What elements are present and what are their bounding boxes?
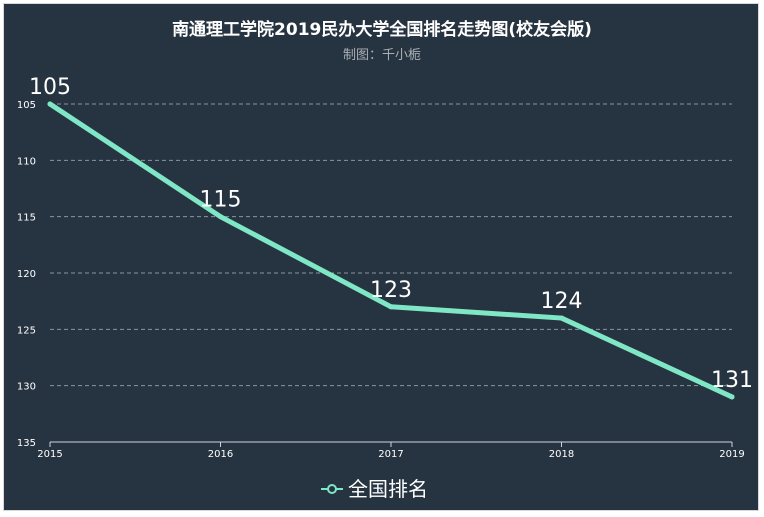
series-layer xyxy=(47,101,735,400)
data-point[interactable] xyxy=(218,214,223,220)
y-tick-label: 125 xyxy=(17,325,36,336)
grid-layer xyxy=(50,103,732,387)
chart-title: 南通理工学院2019民办大学全国排名走势图(校友会版) xyxy=(172,19,592,40)
data-point[interactable] xyxy=(559,315,564,321)
data-label: 105 xyxy=(29,75,71,100)
x-tick-label: 2015 xyxy=(37,449,62,460)
chart-subtitle: 制图：千小栀 xyxy=(343,48,421,63)
legend-label: 全国排名 xyxy=(348,477,428,501)
data-label: 115 xyxy=(200,188,242,213)
y-tick-label: 115 xyxy=(17,213,36,224)
data-label: 131 xyxy=(711,368,753,393)
legend-marker-icon xyxy=(327,484,337,494)
chart-frame xyxy=(3,3,759,511)
y-tick-label: 120 xyxy=(17,269,36,280)
series-line xyxy=(47,101,735,400)
label-layer: 105 115 123 124 131 xyxy=(29,75,753,393)
x-tick-label: 2016 xyxy=(208,449,233,460)
x-tick-label: 2018 xyxy=(549,449,574,460)
y-tick-label: 135 xyxy=(17,438,36,449)
y-tick-label: 105 xyxy=(17,100,36,111)
data-label: 124 xyxy=(541,289,583,314)
legend[interactable]: 全国排名 xyxy=(321,477,428,501)
data-point[interactable] xyxy=(47,101,53,107)
y-tick-label: 130 xyxy=(17,382,36,393)
x-tick-label: 2019 xyxy=(719,449,744,460)
data-label: 123 xyxy=(370,278,412,303)
data-point[interactable] xyxy=(388,304,394,310)
data-point[interactable] xyxy=(729,394,735,400)
y-tick-label: 110 xyxy=(17,156,36,167)
x-tick-label: 2017 xyxy=(378,449,403,460)
